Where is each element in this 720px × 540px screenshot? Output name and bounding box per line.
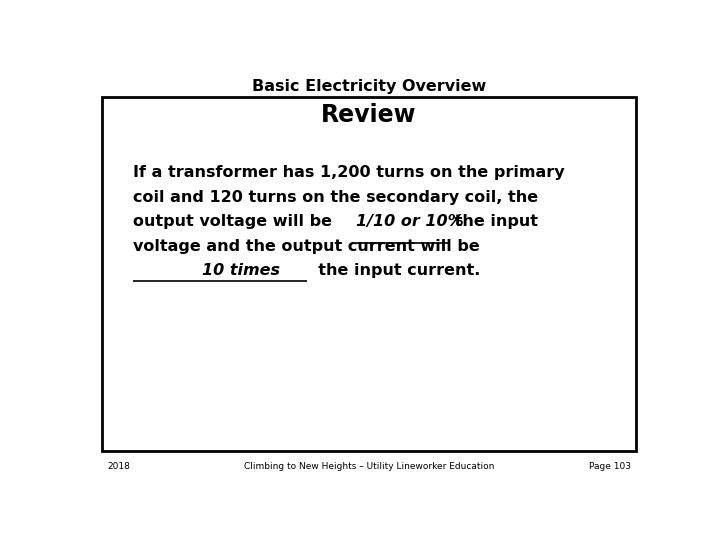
Text: Page 103: Page 103 <box>589 462 631 471</box>
Text: If a transformer has 1,200 turns on the primary: If a transformer has 1,200 turns on the … <box>132 165 564 180</box>
Text: 2018: 2018 <box>107 462 130 471</box>
Text: voltage and the output current will be: voltage and the output current will be <box>132 239 480 254</box>
Text: 10 times: 10 times <box>202 264 279 279</box>
Text: the input current.: the input current. <box>307 264 480 279</box>
Text: Review: Review <box>321 103 417 127</box>
Bar <box>102 97 636 451</box>
Text: coil and 120 turns on the secondary coil, the: coil and 120 turns on the secondary coil… <box>132 190 538 205</box>
Text: the input: the input <box>449 214 538 229</box>
Text: Basic Electricity Overview: Basic Electricity Overview <box>252 79 486 93</box>
Text: 1/10 or 10%: 1/10 or 10% <box>356 214 464 229</box>
Text: Climbing to New Heights – Utility Lineworker Education: Climbing to New Heights – Utility Linewo… <box>244 462 494 471</box>
Text: output voltage will be: output voltage will be <box>132 214 343 229</box>
